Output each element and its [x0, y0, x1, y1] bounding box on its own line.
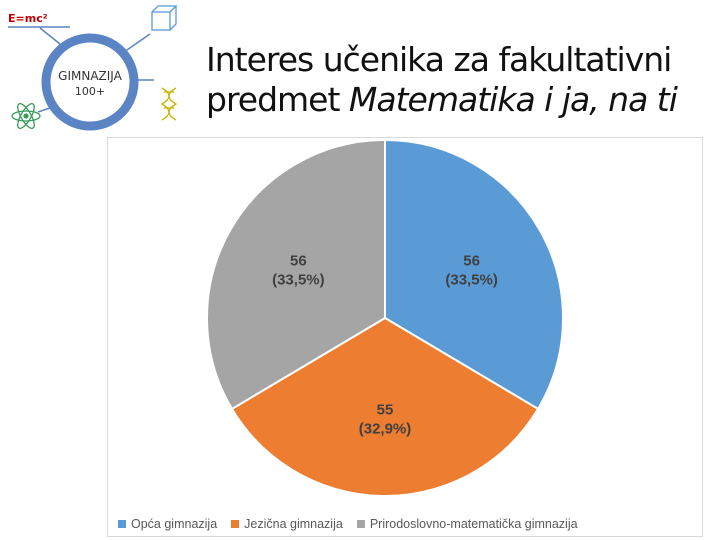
dna-icon: [160, 87, 178, 121]
legend-item-2: Jezična gimnazija: [231, 517, 343, 531]
pie-chart: 56 (33,5%) 55 (32,9%) 56 (33,5%): [206, 138, 564, 497]
slide-title: Interes učenika za fakultativni predmet …: [206, 40, 716, 120]
pie-slice-3: [206, 138, 386, 411]
data-label-percent: (33,5%): [272, 272, 325, 289]
legend-swatch: [356, 520, 365, 528]
legend-item-3: Prirodoslovno-matematička gimnazija: [356, 517, 578, 531]
legend-label: Jezična gimnazija: [244, 517, 343, 531]
logo-ring: [41, 33, 139, 131]
data-label-percent: (32,9%): [359, 421, 412, 438]
legend-label: Prirodoslovno-matematička gimnazija: [369, 517, 578, 531]
data-label-value: 56: [463, 253, 480, 270]
chart-legend: Opća gimnazija Jezična gimnazija Prirodosl…: [118, 514, 592, 534]
pie-slice-2: [230, 316, 540, 497]
title-line-1: Interes učenika za fakultativni: [206, 40, 672, 79]
data-label-percent: (33,5%): [445, 272, 498, 289]
logo-name: GIMNAZIJA: [58, 69, 122, 83]
logo-line: [123, 33, 151, 53]
title-line-2-italic: Matematika i ja, na ti: [348, 80, 678, 119]
legend-swatch: [118, 520, 126, 528]
pie-slice-1: [384, 138, 564, 411]
logo-line: [37, 107, 51, 113]
legend-label: Opća gimnazija: [131, 517, 218, 531]
atom-icon: [11, 102, 41, 130]
data-label-value: 55: [377, 402, 394, 419]
gimnazija-logo: E=mc² GIMNAZIJA 100+: [8, 5, 178, 131]
title-line-2-prefix: predmet: [206, 80, 349, 119]
cube-icon: [151, 5, 178, 31]
logo-line: [39, 27, 61, 45]
legend-item-1: Opća gimnazija: [118, 517, 217, 531]
logo-formula: E=mc²: [8, 12, 48, 25]
legend-swatch: [231, 520, 240, 528]
title-line-2: predmet Matematika i ja, na ti: [206, 80, 716, 120]
logo-subtitle: 100+: [75, 85, 105, 98]
data-label-value: 56: [290, 253, 307, 270]
